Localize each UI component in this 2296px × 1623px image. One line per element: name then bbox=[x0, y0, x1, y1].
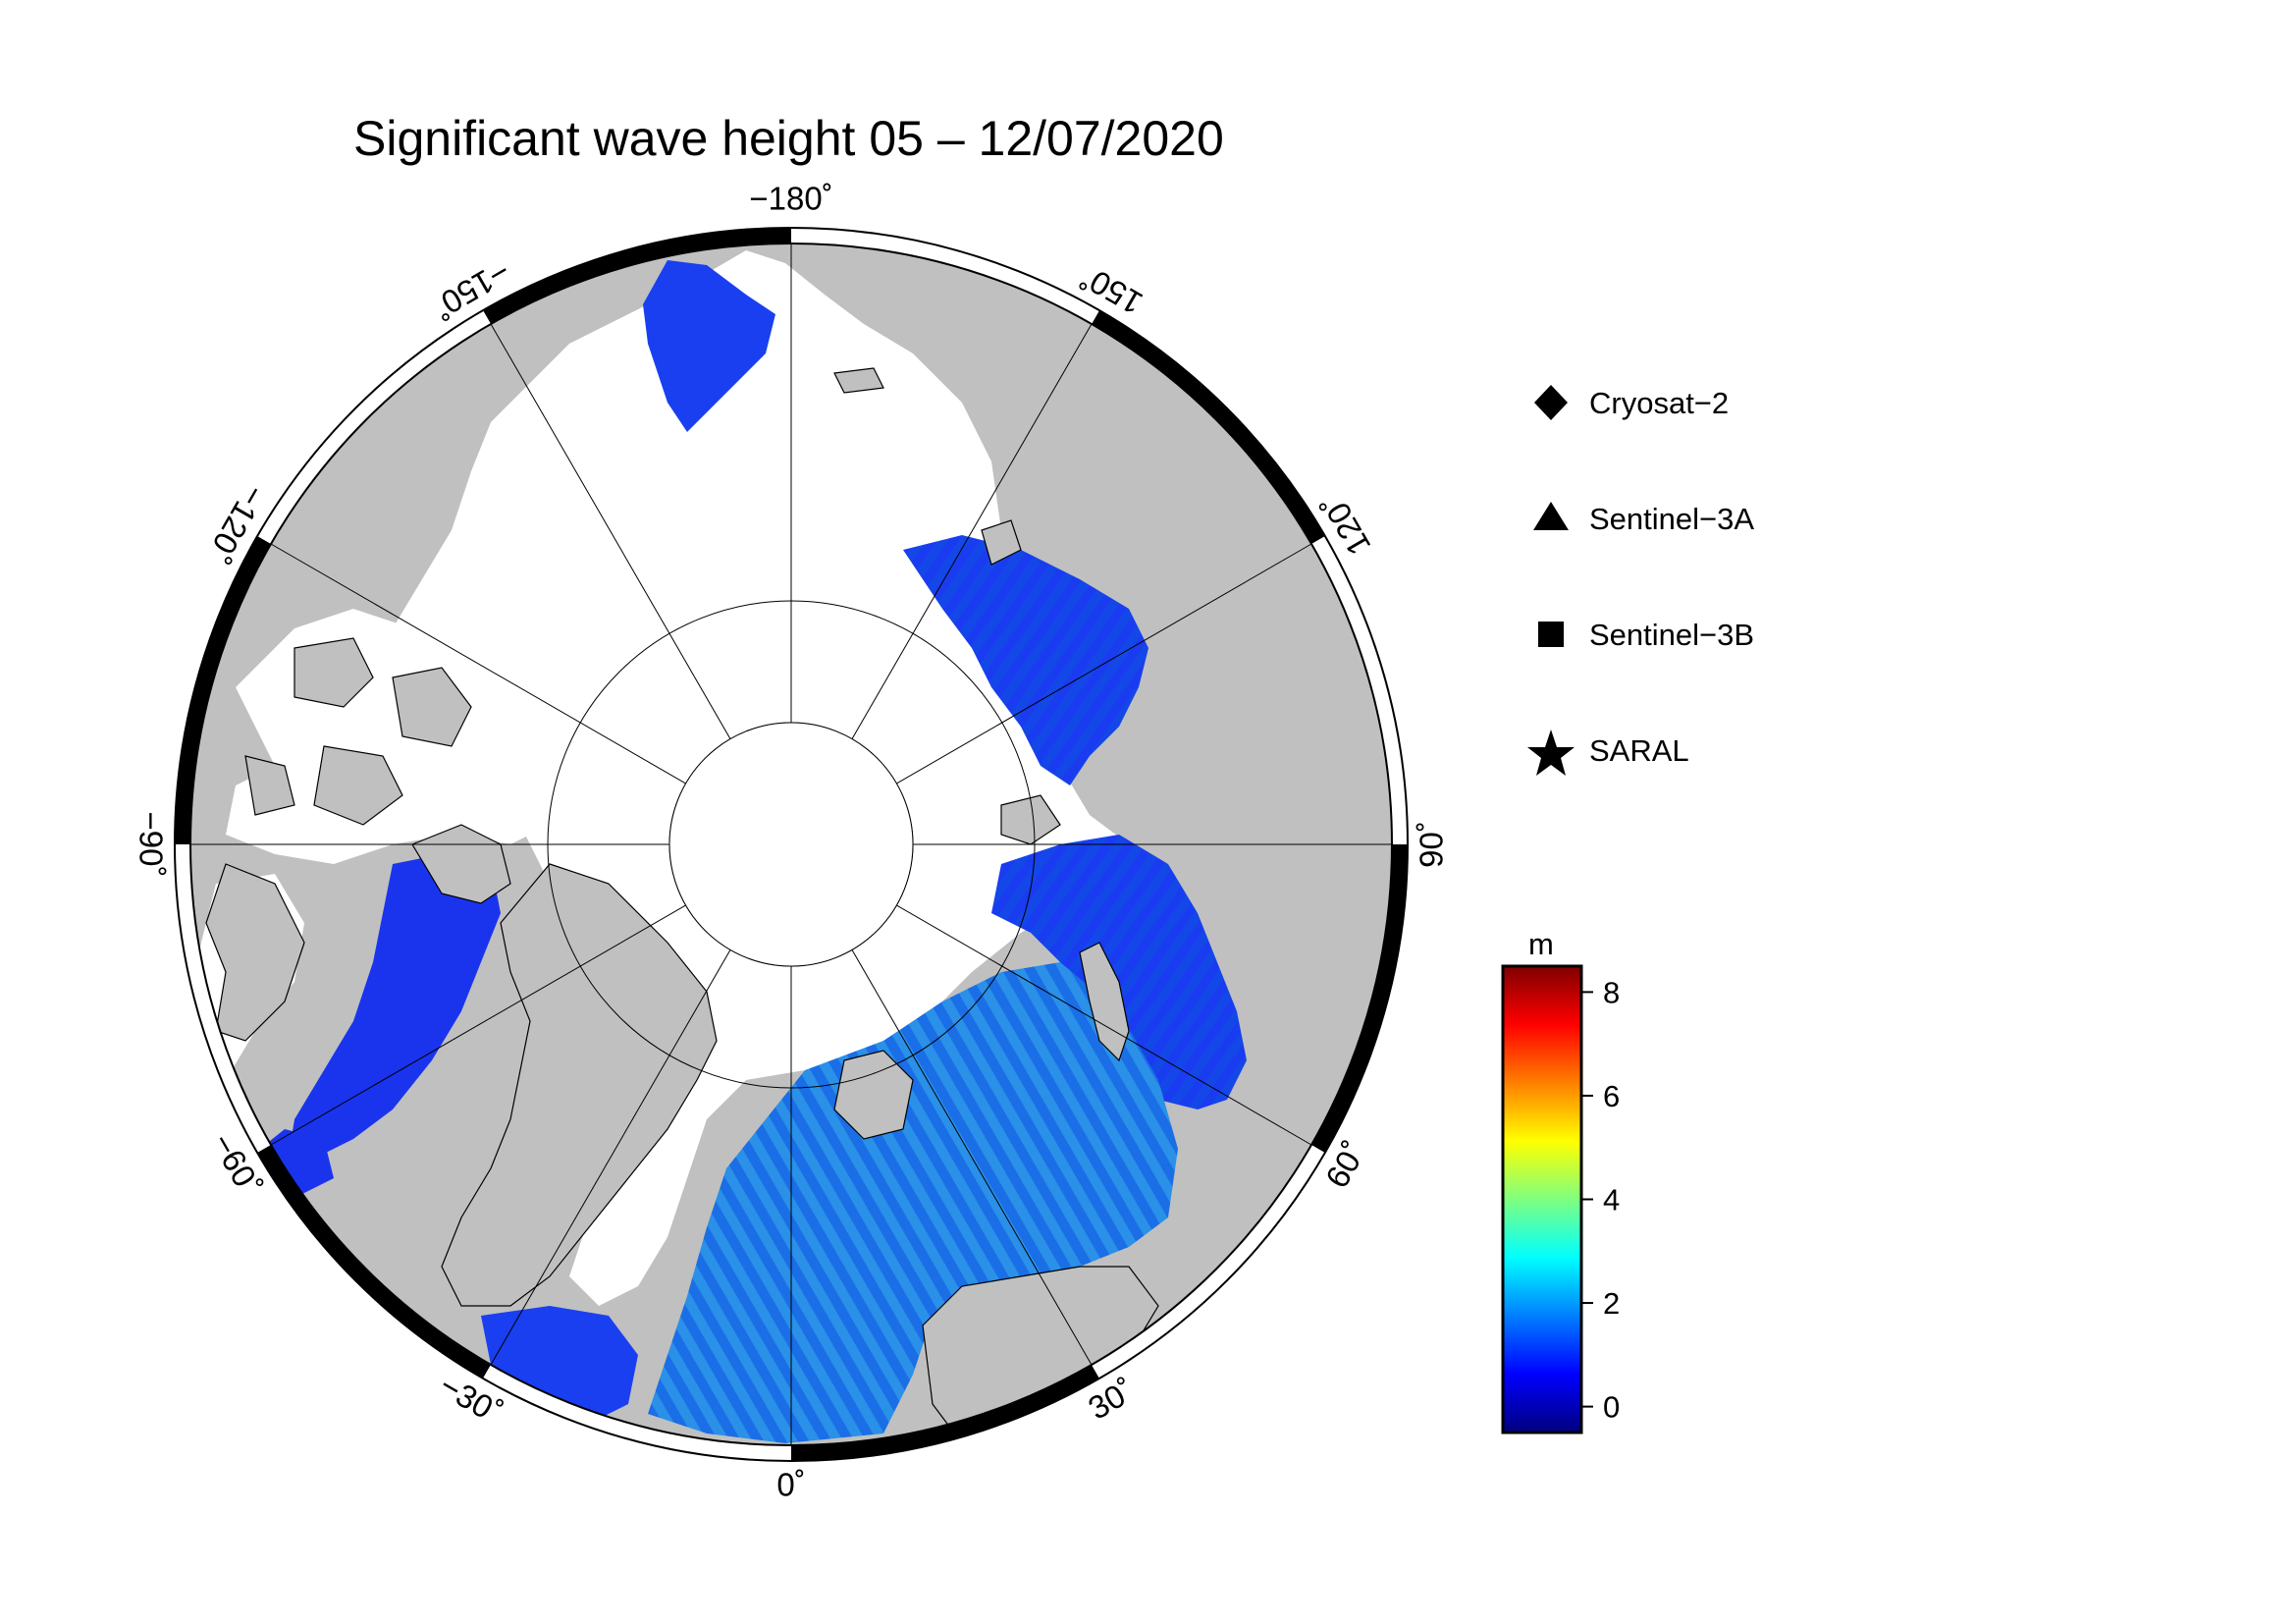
canadian-island-4 bbox=[244, 755, 295, 816]
longitude-label: 90˚ bbox=[1414, 821, 1450, 868]
longitude-label: −90˚ bbox=[133, 812, 169, 878]
laptev-sea-waves bbox=[903, 535, 1148, 785]
greenland bbox=[441, 863, 718, 1307]
canadian-island-1 bbox=[294, 637, 374, 708]
denmark-strait-waves bbox=[481, 1306, 638, 1424]
legend-item-cryosat: Cryosat−2 bbox=[1534, 385, 1729, 420]
frame-segment bbox=[1092, 1145, 1325, 1379]
frame-border bbox=[174, 227, 1409, 1462]
longitude-label: −180˚ bbox=[749, 181, 832, 217]
legend-item-saral: SARAL bbox=[1527, 730, 1689, 776]
satellite-legend: Cryosat−2 Sentinel−3A Sentinel−3B SARAL bbox=[1527, 385, 1754, 776]
colorbar-ticks: 0 2 4 6 8 bbox=[1581, 975, 1620, 1425]
polar-map bbox=[190, 243, 1392, 1445]
barents-sea-waves bbox=[991, 835, 1247, 1109]
frame-segment bbox=[257, 1145, 491, 1379]
wrangel-island bbox=[833, 367, 884, 394]
legend-label-sentinel-3b: Sentinel−3B bbox=[1589, 618, 1754, 652]
novaya-zemlya bbox=[1079, 942, 1130, 1062]
colorbar-tick-label: 0 bbox=[1603, 1390, 1620, 1425]
longitude-label: 0˚ bbox=[776, 1467, 805, 1503]
colorbar-tick-label: 6 bbox=[1603, 1079, 1620, 1113]
colorbar-tick-label: 8 bbox=[1603, 975, 1620, 1009]
diamond-icon bbox=[1534, 385, 1568, 420]
pole-hole bbox=[668, 722, 914, 967]
square-icon bbox=[1538, 622, 1564, 647]
frame-border bbox=[189, 243, 1393, 1446]
severnaya-zemlya bbox=[1000, 794, 1061, 845]
map-frame bbox=[174, 227, 1409, 1462]
frame-segment bbox=[483, 228, 791, 324]
triangle-icon bbox=[1533, 502, 1569, 530]
colorbar-tick-label: 4 bbox=[1603, 1183, 1620, 1217]
frame-segment bbox=[791, 1365, 1099, 1461]
frame-segment bbox=[175, 844, 271, 1153]
legend-item-sentinel-3b: Sentinel−3B bbox=[1538, 618, 1754, 652]
new-siberian-islands bbox=[981, 519, 1022, 566]
colorbar-tick-label: 2 bbox=[1603, 1286, 1620, 1321]
star-icon bbox=[1527, 730, 1575, 776]
colorbar-unit: m bbox=[1528, 927, 1554, 961]
chukchi-sea-waves bbox=[643, 260, 775, 432]
frame-segment bbox=[1311, 536, 1408, 844]
baffin-bay-waves bbox=[285, 854, 501, 1178]
frame-segment bbox=[1092, 310, 1325, 544]
legend-item-sentinel-3a: Sentinel−3A bbox=[1533, 502, 1754, 536]
frame-segment bbox=[1311, 844, 1408, 1153]
canadian-island-3 bbox=[313, 745, 403, 826]
canadian-island-2 bbox=[392, 667, 472, 747]
norwegian-sea-waves bbox=[648, 962, 1178, 1443]
map-title: Significant wave height 05 – 12/07/2020 bbox=[353, 111, 1224, 166]
svalbard bbox=[833, 1050, 914, 1140]
frame-segment bbox=[483, 1365, 791, 1461]
colorbar: m 0 2 4 6 8 bbox=[1501, 927, 1620, 1434]
frame-segment bbox=[791, 228, 1099, 324]
frame-segment bbox=[175, 536, 271, 844]
legend-label-sentinel-3a: Sentinel−3A bbox=[1589, 502, 1754, 536]
baffin-island bbox=[205, 863, 305, 1042]
legend-label-saral: SARAL bbox=[1589, 733, 1689, 768]
colorbar-gradient bbox=[1501, 964, 1583, 1434]
legend-label-cryosat: Cryosat−2 bbox=[1589, 386, 1729, 420]
frame-segment bbox=[257, 310, 491, 544]
